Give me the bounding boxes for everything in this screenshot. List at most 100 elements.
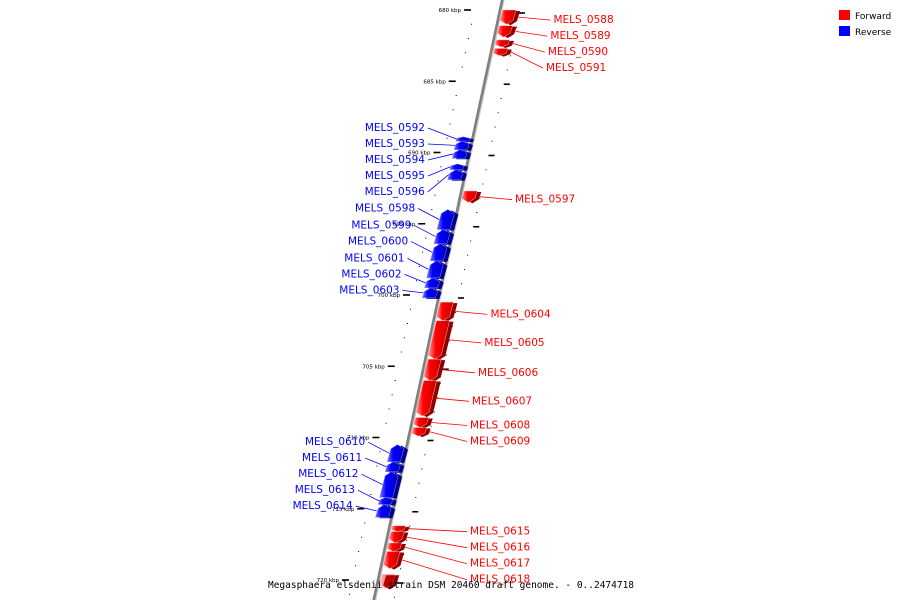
tick-label: 700 kbp (378, 293, 401, 299)
gene-partial[interactable] (378, 574, 400, 590)
legend-reverse-swatch (839, 26, 850, 36)
gene-arrow (423, 358, 442, 381)
gene-arrow (388, 531, 405, 544)
gene-leader-line (427, 166, 451, 177)
gene-leader-line (361, 473, 383, 485)
gene-label[interactable]: MELS_0593 (365, 138, 425, 150)
gene-label[interactable]: MELS_0588 (553, 14, 613, 26)
legend: Forward Reverse (839, 10, 892, 38)
gene-mels-0612[interactable] (379, 471, 403, 499)
gene-label[interactable]: MELS_0596 (365, 186, 425, 198)
gene-label[interactable]: MELS_0606 (478, 367, 538, 379)
gene-mels-0598[interactable] (436, 209, 459, 231)
gene-arrow (461, 190, 478, 203)
gene-arrow (496, 25, 513, 38)
tick-label: 685 kbp (423, 79, 446, 85)
gene-label[interactable]: MELS_0598 (355, 202, 415, 214)
gene-label[interactable]: MELS_0610 (305, 436, 365, 448)
gene-mels-0595[interactable] (449, 163, 469, 171)
gene-label[interactable]: MELS_0617 (470, 558, 530, 570)
tick-label: 690 kbp (408, 151, 431, 157)
gene-leader-line (515, 30, 548, 37)
gene-label[interactable]: MELS_0615 (470, 526, 530, 538)
gene-mels-0609[interactable] (411, 427, 431, 438)
genome-backbone (372, 0, 505, 600)
gene-mels-0590[interactable] (494, 39, 514, 49)
gene-label[interactable]: MELS_0608 (470, 420, 530, 432)
gene-label[interactable]: MELS_0618 (470, 574, 530, 586)
gene-mels-0615[interactable] (391, 525, 410, 533)
gene-leader-line (407, 257, 429, 270)
gene-mels-0618[interactable] (383, 551, 405, 570)
tick-label: 710 kbp (347, 436, 370, 442)
gene-mels-0600[interactable] (429, 243, 451, 262)
gene-label[interactable]: MELS_0597 (515, 194, 575, 206)
gene-leader-line (480, 196, 513, 201)
gene-label[interactable]: MELS_0616 (470, 542, 530, 554)
gene-mels-0592[interactable] (455, 136, 474, 143)
gene-mels-0613[interactable] (377, 497, 397, 506)
gene-label[interactable]: MELS_0602 (341, 268, 401, 280)
gene-leader-line (431, 422, 468, 426)
gene-leader-line (455, 310, 488, 315)
gene-mels-0602[interactable] (424, 277, 444, 289)
tick-label: 705 kbp (362, 364, 385, 370)
gene-label[interactable]: MELS_0590 (548, 46, 608, 58)
gene-leader-line (417, 208, 440, 220)
gene-arrow (492, 48, 509, 56)
gene-mels-0594[interactable] (451, 149, 472, 160)
gene-mels-0601[interactable] (426, 260, 448, 279)
gene-leader-line (402, 559, 468, 581)
gene-label[interactable]: MELS_0604 (490, 308, 550, 320)
gene-labels: MELS_0588 MELS_0589 MELS_0590 MELS_0591 MELS… (293, 14, 614, 586)
gene-label[interactable]: MELS_0607 (472, 395, 532, 407)
gene-mels-0599[interactable] (433, 229, 455, 245)
gene-mels-0605[interactable] (427, 320, 454, 361)
gene-label[interactable]: MELS_0595 (365, 170, 425, 182)
gene-mels-0616[interactable] (388, 531, 409, 544)
gene-label[interactable]: MELS_0594 (365, 154, 425, 166)
gene-mels-0607[interactable] (415, 380, 441, 418)
gene-leader-line (367, 441, 390, 454)
gene-mels-0611[interactable] (384, 461, 405, 473)
gene-mels-0597[interactable] (461, 190, 482, 204)
gene-arrow (386, 542, 403, 552)
gene-label[interactable]: MELS_0611 (302, 452, 362, 464)
gene-mels-0593[interactable] (453, 140, 473, 151)
gene-mels-0608[interactable] (413, 417, 433, 429)
gene-mels-0591[interactable] (492, 48, 512, 57)
gene-mels-0588[interactable] (499, 9, 520, 26)
gene-label[interactable]: MELS_0601 (344, 252, 404, 264)
gene-mels-0617[interactable] (386, 542, 406, 553)
gene-mels-0610[interactable] (386, 444, 408, 463)
gene-mels-0614[interactable] (375, 504, 396, 519)
gene-mels-0589[interactable] (496, 25, 517, 39)
gene-leader-line (410, 241, 433, 253)
gene-label[interactable]: MELS_0609 (470, 436, 530, 448)
genome-caption: Megasphaera elsdenii strain DSM 20460 dr… (268, 580, 634, 591)
gene-label[interactable]: MELS_0603 (339, 284, 399, 296)
gene-leader-line (449, 339, 482, 344)
gene-leader-line (355, 505, 377, 512)
gene-label[interactable]: MELS_0599 (351, 220, 411, 232)
gene-mels-0604[interactable] (436, 301, 458, 322)
gene-mels-0596[interactable] (447, 169, 467, 181)
gene-leader-line (512, 43, 545, 53)
gene-leader-line (404, 546, 468, 565)
gene-label[interactable]: MELS_0614 (293, 500, 353, 512)
gene-label[interactable]: MELS_0592 (365, 122, 425, 134)
gene-mels-0606[interactable] (423, 358, 446, 382)
gene-label[interactable]: MELS_0605 (484, 337, 544, 349)
gene-label[interactable]: MELS_0600 (348, 236, 408, 248)
gene-label[interactable]: MELS_0612 (298, 468, 358, 480)
gene-arrow (455, 136, 471, 142)
gene-mels-0603[interactable] (422, 287, 442, 299)
gene-arrow (494, 39, 510, 48)
gene-arrow (411, 427, 427, 437)
gene-label[interactable]: MELS_0613 (295, 484, 355, 496)
gene-leader-line (408, 528, 468, 533)
gene-leader-line (357, 489, 380, 502)
gene-leader-line (427, 153, 454, 161)
gene-label[interactable]: MELS_0591 (546, 62, 606, 74)
gene-label[interactable]: MELS_0589 (550, 30, 610, 42)
